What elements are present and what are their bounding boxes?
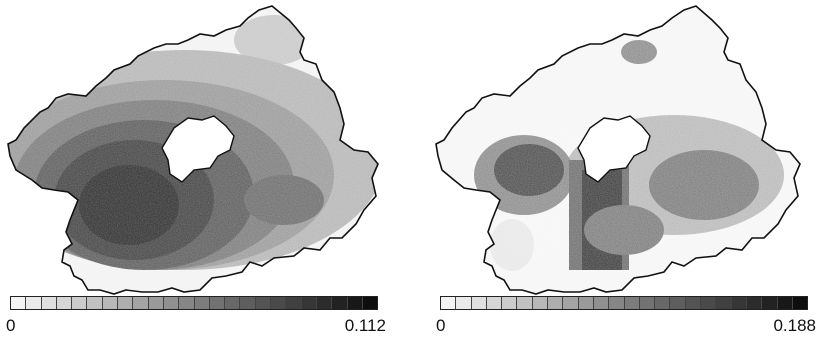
- scale-step-swatch: [163, 297, 180, 309]
- scale-step-swatch: [670, 297, 686, 309]
- scale-step-swatch: [624, 297, 640, 309]
- scale-step-swatch: [471, 297, 487, 309]
- scale-step-swatch: [209, 297, 226, 309]
- scale-step-swatch: [11, 297, 27, 309]
- map-panel-right: 0 0.188: [434, 0, 826, 340]
- choropleth-map-left: [7, 5, 379, 295]
- excluded-area-right: [577, 115, 651, 183]
- scale-min-label-left: 0: [6, 316, 16, 335]
- scale-step-swatch: [532, 297, 549, 309]
- color-scale-bar-left: [10, 296, 378, 310]
- scale-step-swatch: [639, 297, 656, 309]
- scale-step-swatch: [746, 297, 763, 309]
- scale-step-swatch: [609, 297, 625, 309]
- scale-step-swatch: [762, 297, 778, 309]
- excluded-area-left: [161, 115, 235, 183]
- scale-step-swatch: [593, 297, 610, 309]
- scale-step-swatch: [240, 297, 256, 309]
- scale-step-swatch: [56, 297, 73, 309]
- scale-step-swatch: [456, 297, 472, 309]
- scale-step-swatch: [777, 297, 793, 309]
- scale-step-swatch: [716, 297, 732, 309]
- scale-step-swatch: [271, 297, 287, 309]
- scale-step-swatch: [548, 297, 564, 309]
- scale-step-swatch: [701, 297, 717, 309]
- scale-step-swatch: [72, 297, 88, 309]
- scale-step-swatch: [148, 297, 164, 309]
- scale-step-swatch: [486, 297, 503, 309]
- scale-step-swatch: [225, 297, 241, 309]
- scale-step-swatch: [362, 297, 378, 309]
- scale-step-swatch: [731, 297, 747, 309]
- map-panel-left: 0 0.112: [4, 0, 404, 340]
- scale-step-swatch: [441, 297, 457, 309]
- scale-step-swatch: [792, 297, 808, 309]
- scale-step-swatch: [655, 297, 671, 309]
- scale-step-swatch: [347, 297, 363, 309]
- scale-max-label-left: 0.112: [344, 316, 386, 335]
- scale-step-swatch: [41, 297, 57, 309]
- scale-step-swatch: [578, 297, 594, 309]
- scale-step-swatch: [316, 297, 333, 309]
- scale-step-swatch: [179, 297, 195, 309]
- scale-step-swatch: [286, 297, 302, 309]
- color-scale-bar-right: [440, 296, 808, 310]
- scale-step-swatch: [332, 297, 348, 309]
- scale-step-swatch: [118, 297, 134, 309]
- scale-step-swatch: [133, 297, 149, 309]
- choropleth-map-right: [435, 5, 801, 295]
- scale-step-swatch: [301, 297, 317, 309]
- scale-step-swatch: [563, 297, 579, 309]
- scale-min-label-right: 0: [436, 316, 446, 335]
- scale-step-swatch: [194, 297, 210, 309]
- scale-step-swatch: [255, 297, 272, 309]
- scale-step-swatch: [102, 297, 119, 309]
- scale-step-swatch: [517, 297, 533, 309]
- scale-step-swatch: [87, 297, 103, 309]
- scale-max-label-right: 0.188: [773, 316, 816, 335]
- scale-step-swatch: [26, 297, 42, 309]
- scale-step-swatch: [685, 297, 702, 309]
- region-outline-right: [435, 5, 801, 295]
- scale-step-swatch: [502, 297, 518, 309]
- region-outline-left: [7, 5, 379, 295]
